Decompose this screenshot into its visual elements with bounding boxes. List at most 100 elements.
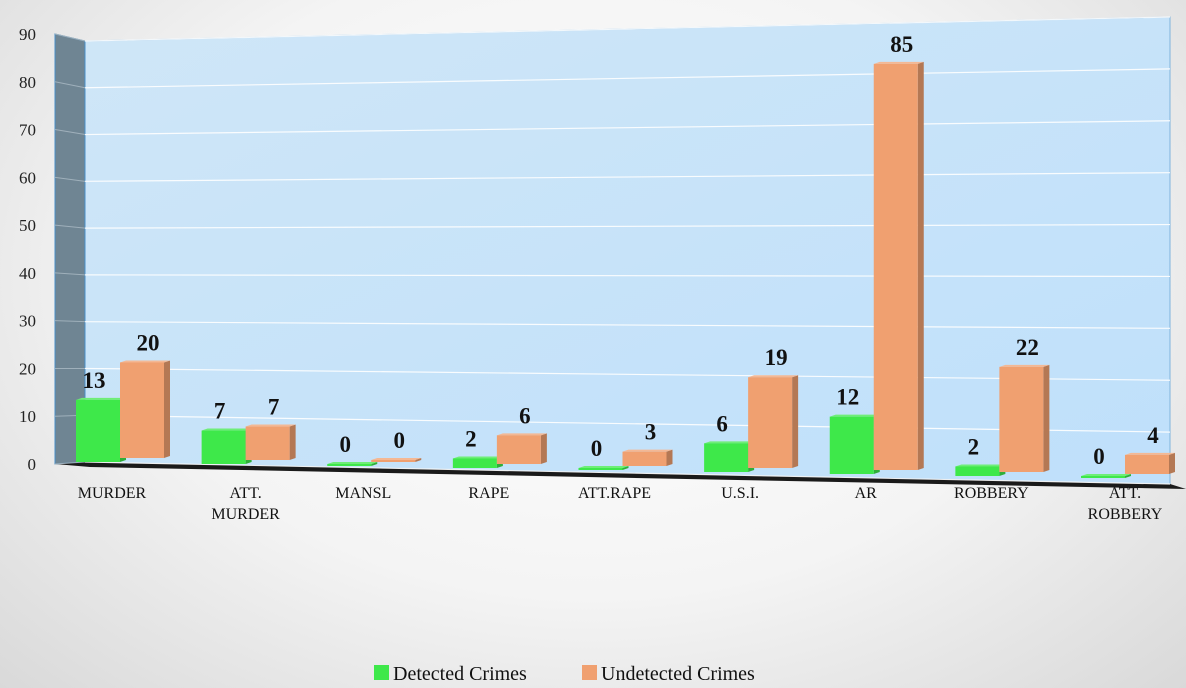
legend-label-detected: Detected Crimes: [393, 663, 527, 685]
data-label-undetected: 85: [890, 32, 913, 57]
bar-undetected: [120, 362, 164, 458]
bar-top: [201, 428, 252, 431]
gridline-side: [54, 224, 86, 229]
legend-swatch-undetected: [582, 665, 597, 680]
category-label: ROBBERY: [954, 485, 1029, 502]
category-label-line: RAPE: [468, 485, 509, 502]
category-label: RAPE: [468, 485, 509, 502]
bar-side: [622, 466, 629, 470]
data-label-detected: 2: [465, 426, 477, 451]
bar-undetected: [999, 366, 1044, 472]
data-label-detected: 12: [836, 385, 859, 410]
bar-top: [452, 456, 503, 459]
bar-detected: [829, 416, 874, 474]
data-label-detected: 13: [83, 368, 106, 393]
bar-side: [415, 458, 422, 462]
category-label-line: ROBBERY: [954, 485, 1029, 502]
y-tick-label: 30: [19, 312, 36, 331]
data-label-undetected: 0: [394, 428, 406, 453]
category-label-line: ROBBERY: [1088, 506, 1163, 523]
bar-detected: [327, 464, 372, 466]
gridline-side: [54, 81, 86, 89]
gridline: [84, 172, 1171, 182]
y-tick-label: 70: [19, 121, 36, 140]
bar-undetected: [496, 435, 541, 464]
gridline: [84, 120, 1171, 136]
y-tick-label: 50: [19, 216, 36, 235]
gridline-side: [54, 461, 86, 465]
data-label-undetected: 22: [1016, 335, 1039, 360]
gridline: [84, 367, 1171, 381]
category-label: ATT. ROBBERY: [1088, 485, 1163, 523]
category-label-line: MURDER: [211, 506, 280, 523]
bar-top: [622, 449, 673, 452]
legend-label-undetected: Undetected Crimes: [601, 663, 755, 685]
category-label-line: ATT.RAPE: [578, 485, 651, 502]
bar-top: [873, 61, 924, 64]
bar-undetected: [873, 63, 918, 471]
data-label-detected: 0: [1093, 444, 1105, 469]
bars: [76, 61, 1175, 478]
bar-undetected: [245, 426, 290, 460]
bar-top: [120, 360, 170, 363]
y-tick-label: 40: [19, 264, 36, 283]
bar-undetected: [748, 377, 793, 468]
data-label-undetected: 7: [268, 395, 280, 420]
category-label-line: ATT.: [230, 485, 262, 502]
category-label-line: MURDER: [78, 485, 147, 502]
bar-side: [164, 360, 170, 458]
bar-side: [371, 462, 378, 466]
y-tick-label: 20: [19, 359, 36, 378]
y-tick-label: 80: [19, 73, 36, 92]
category-label-line: U.S.I.: [721, 485, 759, 502]
category-label: AR: [855, 485, 878, 502]
floor: [55, 462, 1186, 489]
data-label-undetected: 6: [519, 403, 531, 428]
category-label: U.S.I.: [721, 485, 759, 502]
bar-detected: [955, 466, 1000, 476]
bar-top: [748, 375, 799, 378]
bar-detected: [201, 430, 246, 464]
gridline-side: [54, 272, 86, 276]
bar-top: [327, 462, 378, 464]
bar-side: [1043, 364, 1050, 472]
gridline-side: [54, 129, 86, 136]
bar-side: [917, 61, 924, 471]
bar-top: [578, 466, 629, 468]
gridline: [84, 461, 1171, 485]
bar-side: [289, 424, 296, 460]
gridline-side: [54, 33, 86, 42]
y-axis: 0 10 20 30 40 50 60 70 80 90: [19, 25, 36, 474]
data-label-undetected: 20: [137, 330, 160, 355]
bar-top: [704, 441, 755, 444]
data-label-detected: 0: [591, 436, 603, 461]
gridline: [84, 274, 1171, 278]
bar-top: [76, 397, 126, 400]
bar-side: [540, 433, 547, 464]
legend: Detected Crimes Undetected Crimes: [374, 663, 755, 685]
bar-top: [371, 458, 422, 460]
bar-top: [245, 424, 296, 427]
category-label: MANSL: [335, 485, 391, 502]
bar-detected: [578, 468, 623, 470]
bar-detected: [1081, 476, 1125, 478]
gridline-side: [54, 176, 86, 182]
data-label-undetected: 3: [645, 420, 657, 445]
bar-side: [1125, 474, 1131, 478]
gridlines: [54, 16, 1171, 485]
bar-top: [1125, 452, 1175, 455]
category-label: ATT.RAPE: [578, 485, 651, 502]
gridline: [84, 414, 1171, 433]
category-label-line: MANSL: [335, 485, 391, 502]
bar-detected: [704, 443, 749, 472]
y-tick-label: 10: [19, 407, 36, 426]
bar-undetected: [371, 460, 416, 462]
data-label-undetected: 19: [765, 345, 788, 370]
category-label: MURDER: [78, 485, 147, 502]
bar-top: [955, 464, 1006, 467]
data-label-detected: 6: [716, 411, 728, 436]
gridline: [84, 68, 1171, 89]
category-label-line: AR: [855, 485, 878, 502]
